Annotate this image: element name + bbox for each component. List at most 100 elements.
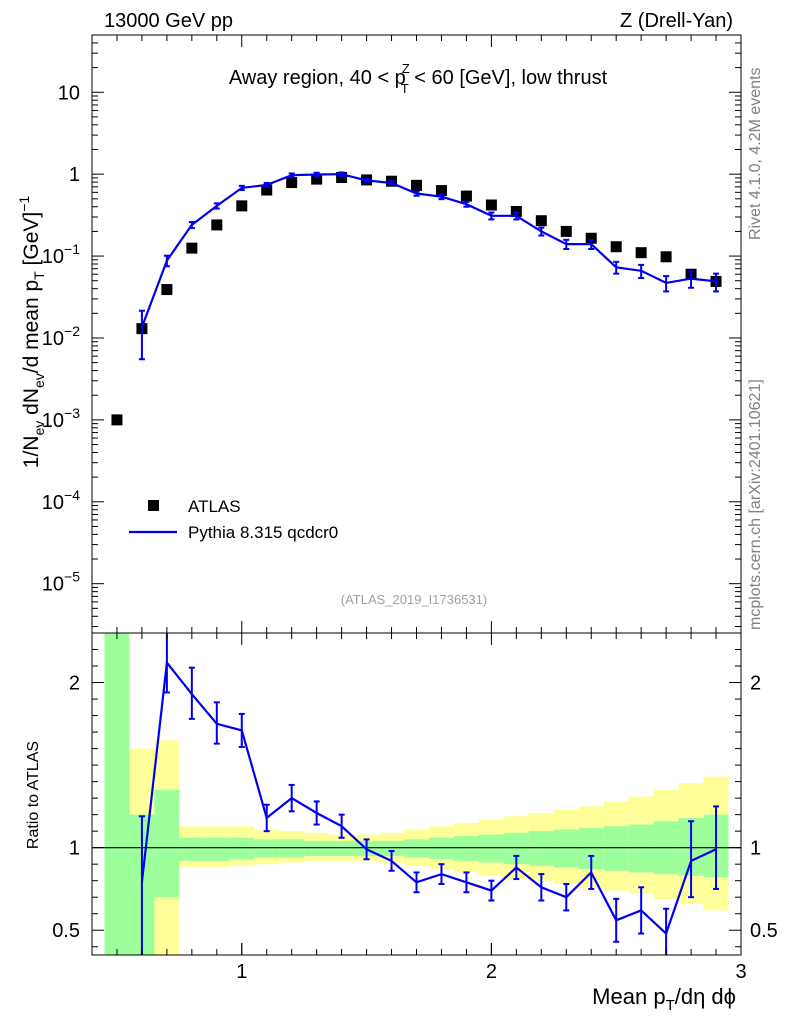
ratio-inner-band [453, 836, 479, 861]
process-label: Z (Drell-Yan) [620, 10, 733, 32]
ratio-inner-band [329, 841, 355, 856]
header: 13000 GeV pp Z (Drell-Yan) [104, 10, 733, 32]
title-text: Away region, 40 < p [229, 67, 406, 89]
atlas-marker [510, 205, 522, 217]
main-frame [91, 34, 742, 634]
ratio-y-tick-label: 1 [69, 838, 80, 860]
xlabel-part: Mean p [592, 984, 665, 1009]
tick-exponent: −4 [64, 487, 80, 503]
legend-atlas-label: ATLAS [188, 497, 241, 516]
rivet-label: Rivet 4.1.0, 4.2M events [747, 67, 764, 240]
energy-label: 13000 GeV pp [104, 10, 233, 32]
atlas-marker [660, 251, 672, 263]
main-y-tick-label: 10−1 [42, 241, 80, 268]
ratio-inner-band [379, 841, 405, 856]
title-subscript: T [401, 81, 409, 96]
atlas-marker [635, 247, 647, 259]
ratio-inner-band [628, 824, 654, 873]
ratio-inner-band [603, 826, 629, 871]
main-y-tick-label: 1 [69, 164, 80, 186]
ratio-line [140, 659, 717, 936]
ratio-y-tick-label: 2 [69, 673, 80, 695]
xlabel-part: T [666, 997, 675, 1014]
ratio-y-axis-label: Ratio to ATLAS [25, 741, 42, 849]
x-axis-label: Mean pT/dη dϕ [592, 984, 736, 1014]
ratio-inner-band [279, 839, 305, 858]
atlas-marker [610, 241, 622, 253]
atlas-marker [460, 190, 472, 202]
atlas-marker [336, 172, 348, 184]
tick-base: 10 [58, 82, 80, 104]
ratio-inner-band [478, 834, 504, 863]
ylabel-part: ev [31, 373, 47, 388]
ratio-inner-band [404, 839, 429, 858]
ratio-inner-band [204, 837, 230, 861]
ratio-inner-band [229, 837, 255, 860]
title-superscript: Z [402, 61, 410, 76]
tick-base: 10 [42, 574, 64, 596]
ratio-inner-band [104, 633, 130, 955]
ratio-x-tick-label: 3 [735, 961, 746, 983]
main-y-tick-label: 10−2 [42, 323, 80, 350]
ylabel-part: T [31, 271, 47, 280]
legend: ATLAS Pythia 8.315 qcdcr0 [129, 497, 338, 542]
atlas-marker [411, 179, 422, 191]
atlas-marker [535, 215, 547, 227]
ratio-inner-band [553, 829, 579, 868]
tick-exponent: −2 [64, 323, 80, 339]
tick-base: 1 [69, 164, 80, 186]
analysis-watermark: (ATLAS_2019_I1736531) [341, 592, 487, 607]
atlas-marker [236, 200, 248, 212]
tick-base: 10 [42, 492, 64, 514]
tick-exponent: −3 [64, 405, 80, 421]
plot-title: Away region, 40 < pZ T < 60 [GeV], low th… [229, 61, 608, 96]
atlas-marker [211, 219, 223, 231]
ratio-inner-band [428, 837, 454, 860]
ratio-x-tick-label: 2 [486, 961, 497, 983]
xlabel-part: /dη dϕ [675, 984, 736, 1009]
ratio-inner-band [154, 789, 180, 898]
ylabel-part: /d mean p [20, 280, 43, 373]
ratio-inner-band [179, 837, 205, 861]
ratio-y-tick-label-right: 0.5 [750, 920, 778, 942]
ratio-inner-band [304, 841, 330, 856]
tick-exponent: −1 [64, 241, 80, 257]
ratio-inner-band [254, 839, 280, 858]
ratio-frame [91, 632, 742, 956]
ratio-panel: 1 2 30.5 0.51 12 2 Ratio to ATLAS Mean pT/dη … [25, 632, 778, 1014]
main-y-tick-label: 10 [58, 82, 80, 104]
main-y-axis-label: 1/Nev dNev/d mean pT [GeV]−1 [16, 196, 47, 469]
atlas-marker [560, 225, 572, 237]
atlas-marker [485, 199, 497, 211]
atlas-marker [111, 414, 123, 426]
ratio-y-tick-label: 0.5 [52, 920, 80, 942]
atlas-marker [161, 284, 173, 296]
main-y-tick-label: 10−4 [42, 487, 80, 514]
tick-exponent: −5 [64, 569, 80, 585]
main-y-tick-label: 10−5 [42, 569, 80, 596]
ratio-x-tick-label: 1 [236, 961, 247, 983]
atlas-marker [261, 184, 273, 196]
tick-base: 10 [42, 246, 64, 268]
main-y-tick-label: 10−3 [42, 405, 80, 432]
source-label: mcplots.cern.ch [arXiv:2401.10621] [747, 379, 764, 630]
legend-pythia-label: Pythia 8.315 qcdcr0 [188, 523, 338, 542]
tick-base: 10 [42, 328, 64, 350]
atlas-marker [311, 173, 323, 185]
atlas-marker [585, 232, 597, 244]
atlas-marker [186, 242, 198, 254]
ylabel-part: −1 [16, 196, 32, 212]
ratio-inner-band [528, 831, 554, 866]
title-text: < 60 [GeV], low thrust [409, 67, 608, 89]
atlas-marker [435, 185, 447, 197]
ylabel-part: [GeV] [20, 212, 43, 272]
atlas-marker [286, 177, 298, 189]
ratio-y-tick-label-right: 2 [750, 673, 761, 695]
ylabel-part: dN [20, 388, 43, 421]
legend-atlas-marker [148, 500, 159, 511]
tick-base: 10 [42, 410, 64, 432]
pythia-line [140, 173, 717, 328]
ratio-y-tick-label-right: 1 [750, 838, 761, 860]
